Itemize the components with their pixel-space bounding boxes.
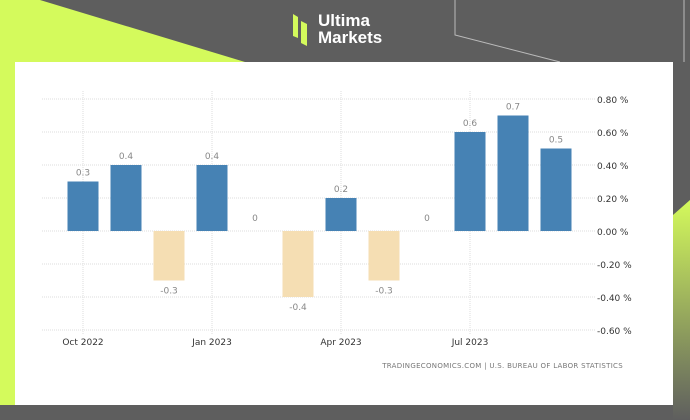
data-label: 0.2 [334,185,348,195]
bar-dec-2022 [153,231,185,281]
bar-mar-2023 [282,231,314,297]
y-tick-label: -0.60 % [597,327,632,337]
y-tick-label: -0.20 % [597,261,632,271]
bar-nov-2022 [110,165,142,231]
data-label: 0.6 [463,119,478,129]
logo-icon [293,14,307,46]
y-tick-label: -0.40 % [597,294,632,304]
data-label: -0.4 [289,303,307,313]
bar-may-2023 [368,231,400,281]
data-label: -0.3 [160,287,178,297]
data-label: 0.7 [506,103,520,113]
y-tick-label: 0.60 % [597,129,629,139]
data-label: -0.3 [375,287,393,297]
bar-jul-2023 [454,132,486,231]
chart-card: 0.80 % 0.60 % 0.40 % 0.20 % 0.00 % -0.20 % -0.… [15,62,673,405]
data-label: 0 [252,214,258,224]
brand-logo: Ultima Markets [290,12,382,46]
brand-line1: Ultima [318,11,370,30]
lime-gradient-right [673,200,690,420]
lime-triangle-top-left [0,0,245,405]
x-tick-label: Oct 2022 [62,338,103,348]
x-tick-label: Apr 2023 [320,338,361,348]
data-label: 0.3 [76,169,90,179]
x-tick-label: Jan 2023 [191,338,232,348]
bar-chart: 0.80 % 0.60 % 0.40 % 0.20 % 0.00 % -0.20 % -0.… [42,91,632,348]
outline-line [454,0,561,63]
brand-line2: Markets [318,28,383,47]
bar-sep-2023 [540,148,572,231]
data-label: 0.5 [549,136,563,146]
bar-apr-2023 [325,198,357,231]
chart-source: TRADINGECONOMICS.COM | U.S. BUREAU OF LA… [382,362,623,370]
y-tick-label: 0.20 % [597,195,629,205]
y-tick-label: 0.00 % [597,228,629,238]
y-tick-label: 0.40 % [597,162,629,172]
bar-oct-2022 [67,181,99,231]
y-tick-label: 0.80 % [597,96,629,106]
x-tick-label: Jul 2023 [451,338,489,348]
data-label: 0.4 [119,152,134,162]
bar-aug-2023 [497,115,529,231]
data-label: 0 [424,214,430,224]
data-label: 0.4 [205,152,220,162]
bar-jan-2023 [196,165,228,231]
